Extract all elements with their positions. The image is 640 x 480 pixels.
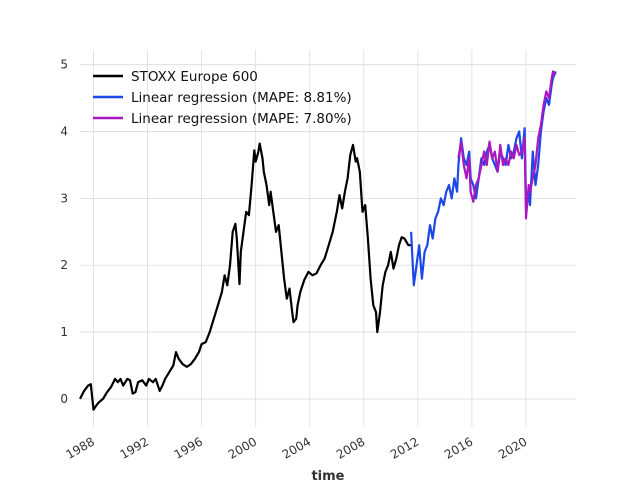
x-tick-label: 2008 xyxy=(334,434,367,461)
y-tick-label: 5 xyxy=(60,58,68,72)
y-tick-label: 1 xyxy=(60,325,68,339)
x-tick-label: 2012 xyxy=(388,434,421,461)
x-tick-label: 2000 xyxy=(226,434,259,461)
grid xyxy=(80,50,576,427)
series-line-2 xyxy=(410,70,557,287)
x-axis-title: time xyxy=(311,469,344,480)
y-tick-label: 4 xyxy=(60,125,68,139)
legend-entry: Linear regression (MAPE: 7.80%) xyxy=(131,111,352,127)
plot-area xyxy=(79,70,557,411)
series-line-1 xyxy=(79,142,412,411)
legend-entry: Linear regression (MAPE: 8.81%) xyxy=(131,90,352,106)
x-tick-label: 1988 xyxy=(64,434,97,461)
y-tick-label: 2 xyxy=(60,258,68,272)
legend: STOXX Europe 600 Linear regression (MAPE:… xyxy=(93,69,352,127)
x-tick-label: 1996 xyxy=(172,434,205,461)
x-tick-label: 2020 xyxy=(496,434,529,461)
series-line-3 xyxy=(457,70,557,220)
y-tick-label: 3 xyxy=(60,191,68,205)
x-tick-label: 1992 xyxy=(118,434,151,461)
x-tick-label: 2016 xyxy=(442,434,475,461)
legend-entry: STOXX Europe 600 xyxy=(131,69,258,85)
y-tick-label: 0 xyxy=(60,392,68,406)
x-tick-label: 2004 xyxy=(280,434,313,461)
